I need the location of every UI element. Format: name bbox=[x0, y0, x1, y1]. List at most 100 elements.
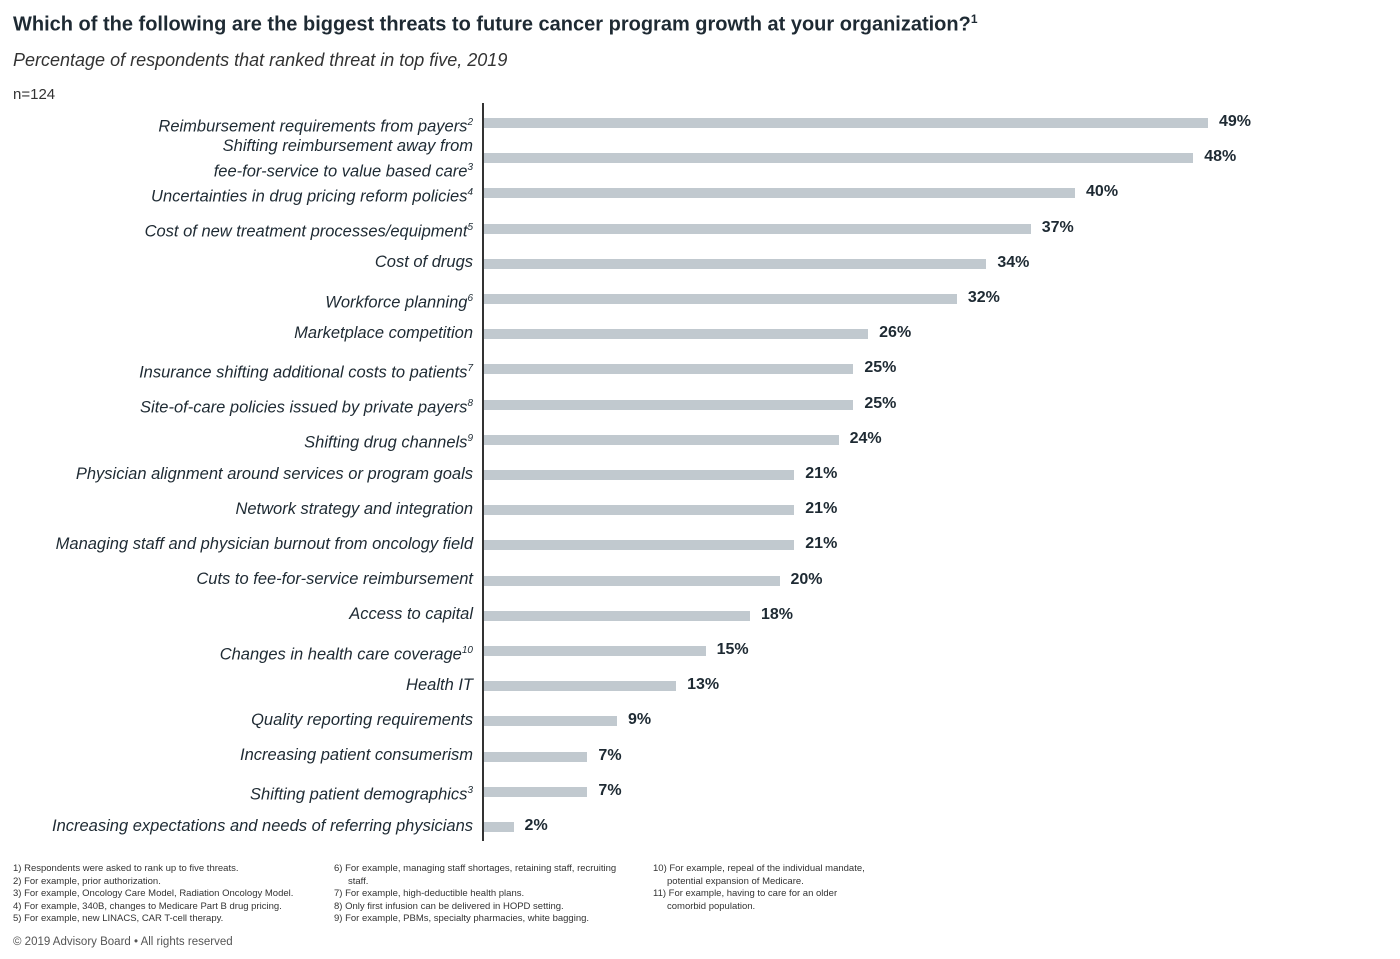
category-label: Workforce planning6 bbox=[325, 288, 473, 314]
category-label: Cost of drugs bbox=[375, 252, 473, 273]
data-label: 40% bbox=[1086, 183, 1119, 201]
category-text: Quality reporting requirements bbox=[251, 710, 473, 729]
bar bbox=[484, 188, 1076, 199]
footnote-ref: 3 bbox=[467, 785, 473, 797]
data-label: 25% bbox=[864, 394, 897, 412]
category-label: Access to capital bbox=[349, 604, 473, 625]
category-label: Increasing expectations and needs of ref… bbox=[52, 816, 473, 837]
footnote: 1) Respondents were asked to rank up to … bbox=[13, 863, 239, 874]
bar bbox=[484, 505, 795, 516]
sample-size: n=124 bbox=[13, 86, 56, 103]
chart-title: Which of the following are the biggest t… bbox=[13, 12, 978, 37]
y-axis-line bbox=[482, 103, 484, 841]
footnote-ref: 8 bbox=[467, 398, 473, 410]
category-text: Workforce planning bbox=[325, 293, 468, 311]
data-label: 7% bbox=[598, 746, 622, 764]
bar bbox=[484, 751, 588, 762]
footnote-ref: 3 bbox=[467, 162, 473, 174]
category-label: Insurance shifting additional costs to p… bbox=[139, 358, 473, 384]
category-text: Network strategy and integration bbox=[235, 499, 473, 518]
data-label: 34% bbox=[997, 253, 1030, 271]
bar bbox=[484, 470, 795, 480]
category-label: Site-of-care policies issued by private … bbox=[140, 393, 473, 419]
category-text: Access to capital bbox=[349, 605, 473, 624]
category-text: Physician alignment around services or p… bbox=[75, 464, 473, 483]
data-label: 13% bbox=[687, 676, 720, 694]
category-text: Uncertainties in drug pricing reform pol… bbox=[151, 187, 468, 206]
footnotes-col3: 10) For example, repeal of the individua… bbox=[653, 863, 873, 913]
footnote: 10) For example, repeal of the individua… bbox=[653, 863, 865, 887]
footnote-ref: 6 bbox=[467, 292, 473, 304]
category-text: Marketplace competition bbox=[294, 323, 473, 342]
category-label: Managing staff and physician burnout fro… bbox=[56, 534, 473, 555]
footnote-ref: 5 bbox=[467, 222, 473, 234]
footnote: 5) For example, new LINACS, CAR T-cell t… bbox=[13, 913, 224, 924]
bar bbox=[484, 118, 1208, 128]
data-label: 25% bbox=[864, 359, 897, 377]
bar bbox=[484, 540, 795, 551]
category-text: Insurance shifting additional costs to p… bbox=[139, 363, 468, 382]
bar bbox=[484, 153, 1194, 164]
category-label: Health IT bbox=[406, 675, 473, 696]
data-label: 32% bbox=[967, 289, 1000, 306]
bar bbox=[484, 822, 514, 832]
data-label: 20% bbox=[790, 570, 823, 588]
bar bbox=[484, 223, 1031, 234]
footnote: 6) For example, managing staff shortages… bbox=[334, 863, 617, 887]
footnote: 2) For example, prior authorization. bbox=[13, 875, 161, 887]
category-text: Managing staff and physician burnout fro… bbox=[55, 534, 473, 553]
category-text: Shifting reimbursement away from fee-for… bbox=[213, 137, 473, 181]
category-text: Cost of new treatment processes/equipmen… bbox=[144, 222, 468, 241]
data-label: 21% bbox=[805, 535, 838, 553]
bar bbox=[484, 434, 839, 445]
footnote-ref: 10 bbox=[461, 644, 473, 656]
data-label: 26% bbox=[879, 324, 912, 342]
data-label: 37% bbox=[1041, 218, 1074, 236]
bar bbox=[484, 399, 854, 410]
category-label: Reimbursement requirements from payers2 bbox=[158, 112, 473, 138]
data-label: 9% bbox=[627, 711, 652, 729]
category-text: Health IT bbox=[406, 675, 473, 694]
category-text: Increasing expectations and needs of ref… bbox=[52, 816, 473, 835]
footnote-ref: 9 bbox=[467, 433, 473, 445]
category-label: Cost of new treatment processes/equipmen… bbox=[145, 217, 473, 243]
footnote: 4) For example, 340B, changes to Medicar… bbox=[13, 900, 282, 912]
data-label: 49% bbox=[1219, 113, 1252, 130]
category-label: Quality reporting requirements bbox=[251, 710, 473, 731]
data-label: 21% bbox=[805, 465, 838, 482]
data-label: 24% bbox=[849, 429, 882, 447]
footnote-ref: 2 bbox=[467, 116, 473, 128]
footnotes-col1: 1) Respondents were asked to rank up to … bbox=[13, 863, 323, 926]
category-label: Changes in health care coverage10 bbox=[220, 640, 473, 666]
bar bbox=[484, 646, 706, 656]
category-text: Changes in health care coverage bbox=[219, 645, 462, 663]
category-text: Increasing patient consumerism bbox=[240, 746, 473, 765]
category-label: Network strategy and integration bbox=[235, 499, 473, 520]
title-text: Which of the following are the biggest t… bbox=[13, 13, 971, 36]
data-label: 15% bbox=[716, 641, 749, 658]
bar bbox=[484, 258, 987, 269]
category-text: Reimbursement requirements from payers bbox=[158, 117, 468, 135]
data-label: 48% bbox=[1204, 148, 1237, 166]
bar bbox=[484, 329, 869, 340]
bar-chart: Reimbursement requirements from payers2 4… bbox=[52, 103, 1252, 841]
category-text: Cuts to fee-for-service reimbursement bbox=[196, 570, 473, 589]
bar bbox=[484, 610, 750, 621]
bar bbox=[484, 364, 854, 375]
data-label: 21% bbox=[805, 500, 838, 518]
data-label: 18% bbox=[760, 605, 793, 623]
category-text: Shifting patient demographics bbox=[250, 785, 468, 804]
footnote: 11) For example, having to care for an o… bbox=[653, 888, 838, 912]
bar bbox=[484, 786, 588, 797]
category-label: Cuts to fee-for-service reimbursement bbox=[196, 569, 473, 590]
bar bbox=[484, 294, 957, 304]
footnote: 8) Only first infusion can be delivered … bbox=[334, 900, 564, 912]
data-label: 2% bbox=[524, 817, 548, 834]
title-footnote-ref: 1 bbox=[970, 12, 978, 26]
category-label: Shifting patient demographics3 bbox=[250, 780, 473, 806]
footnote-ref: 7 bbox=[467, 362, 473, 374]
category-label: Shifting drug channels9 bbox=[304, 428, 473, 454]
category-label: Physician alignment around services or p… bbox=[76, 464, 473, 485]
bar bbox=[484, 575, 780, 586]
